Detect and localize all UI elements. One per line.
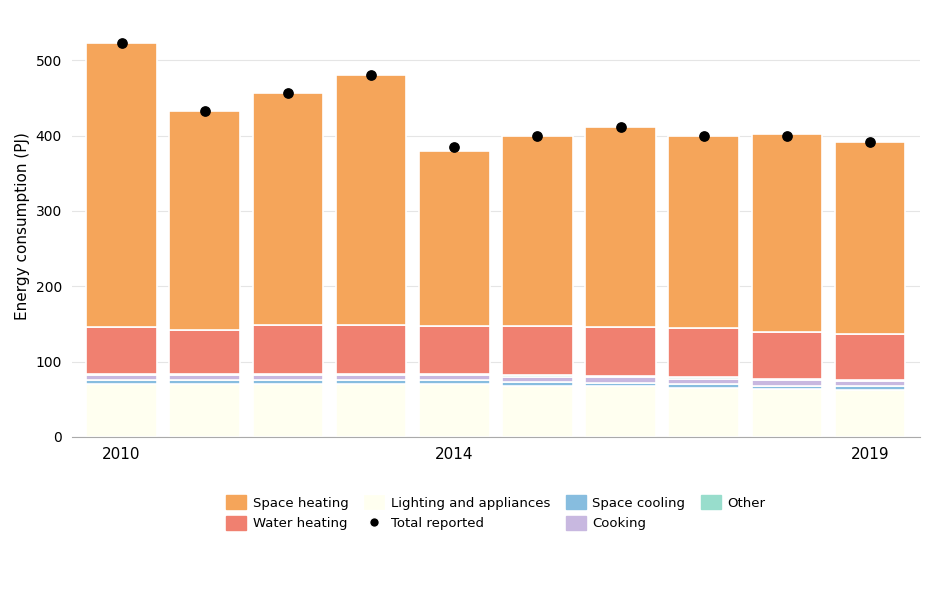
Bar <box>502 382 573 386</box>
Bar <box>669 329 739 378</box>
Bar <box>252 375 324 380</box>
Bar <box>752 332 822 379</box>
Bar <box>252 92 324 324</box>
Bar <box>502 376 573 382</box>
Total reported <box>197 106 212 116</box>
Bar <box>752 389 822 437</box>
Bar <box>86 384 157 437</box>
Bar <box>336 324 407 373</box>
Total reported <box>280 88 295 97</box>
Total reported <box>780 130 795 140</box>
Bar <box>502 386 573 437</box>
Total reported <box>114 38 129 48</box>
Bar <box>169 380 240 384</box>
Bar <box>419 380 490 384</box>
Bar <box>252 324 324 373</box>
Bar <box>585 378 656 382</box>
Bar <box>835 390 905 437</box>
Bar <box>835 386 905 390</box>
Bar <box>585 376 656 378</box>
Bar <box>169 384 240 437</box>
Bar <box>86 327 157 373</box>
Bar <box>419 326 490 373</box>
Bar <box>169 375 240 380</box>
Bar <box>752 380 822 386</box>
Bar <box>669 135 739 329</box>
Total reported <box>530 130 545 140</box>
Legend: Space heating, Water heating, Lighting and appliances, Total reported, Space coo: Space heating, Water heating, Lighting a… <box>221 490 770 536</box>
Bar <box>835 334 905 379</box>
Bar <box>585 386 656 437</box>
Total reported <box>364 70 379 80</box>
Bar <box>502 375 573 376</box>
Bar <box>86 380 157 384</box>
Bar <box>419 384 490 437</box>
Bar <box>252 380 324 384</box>
Bar <box>669 379 739 384</box>
Total reported <box>613 122 628 132</box>
Bar <box>585 382 656 386</box>
Y-axis label: Energy consumption (PJ): Energy consumption (PJ) <box>15 132 30 320</box>
Bar <box>419 151 490 326</box>
Bar <box>752 134 822 332</box>
Total reported <box>863 136 878 146</box>
Bar <box>669 388 739 437</box>
Bar <box>752 379 822 380</box>
Bar <box>169 330 240 373</box>
Bar <box>336 380 407 384</box>
Bar <box>252 373 324 375</box>
Bar <box>835 141 905 334</box>
Bar <box>336 384 407 437</box>
Bar <box>585 327 656 376</box>
Bar <box>252 384 324 437</box>
Bar <box>585 127 656 327</box>
Bar <box>86 43 157 327</box>
Total reported <box>447 142 462 152</box>
Bar <box>336 375 407 380</box>
Bar <box>336 373 407 375</box>
Bar <box>502 135 573 326</box>
Bar <box>419 375 490 380</box>
Bar <box>669 378 739 379</box>
Total reported <box>697 130 712 140</box>
Bar <box>752 386 822 389</box>
Bar <box>419 373 490 375</box>
Bar <box>169 373 240 375</box>
Bar <box>169 111 240 330</box>
Bar <box>835 381 905 386</box>
Bar <box>86 373 157 375</box>
Bar <box>86 375 157 380</box>
Bar <box>669 384 739 388</box>
Bar <box>835 379 905 381</box>
Bar <box>502 326 573 375</box>
Bar <box>336 75 407 324</box>
